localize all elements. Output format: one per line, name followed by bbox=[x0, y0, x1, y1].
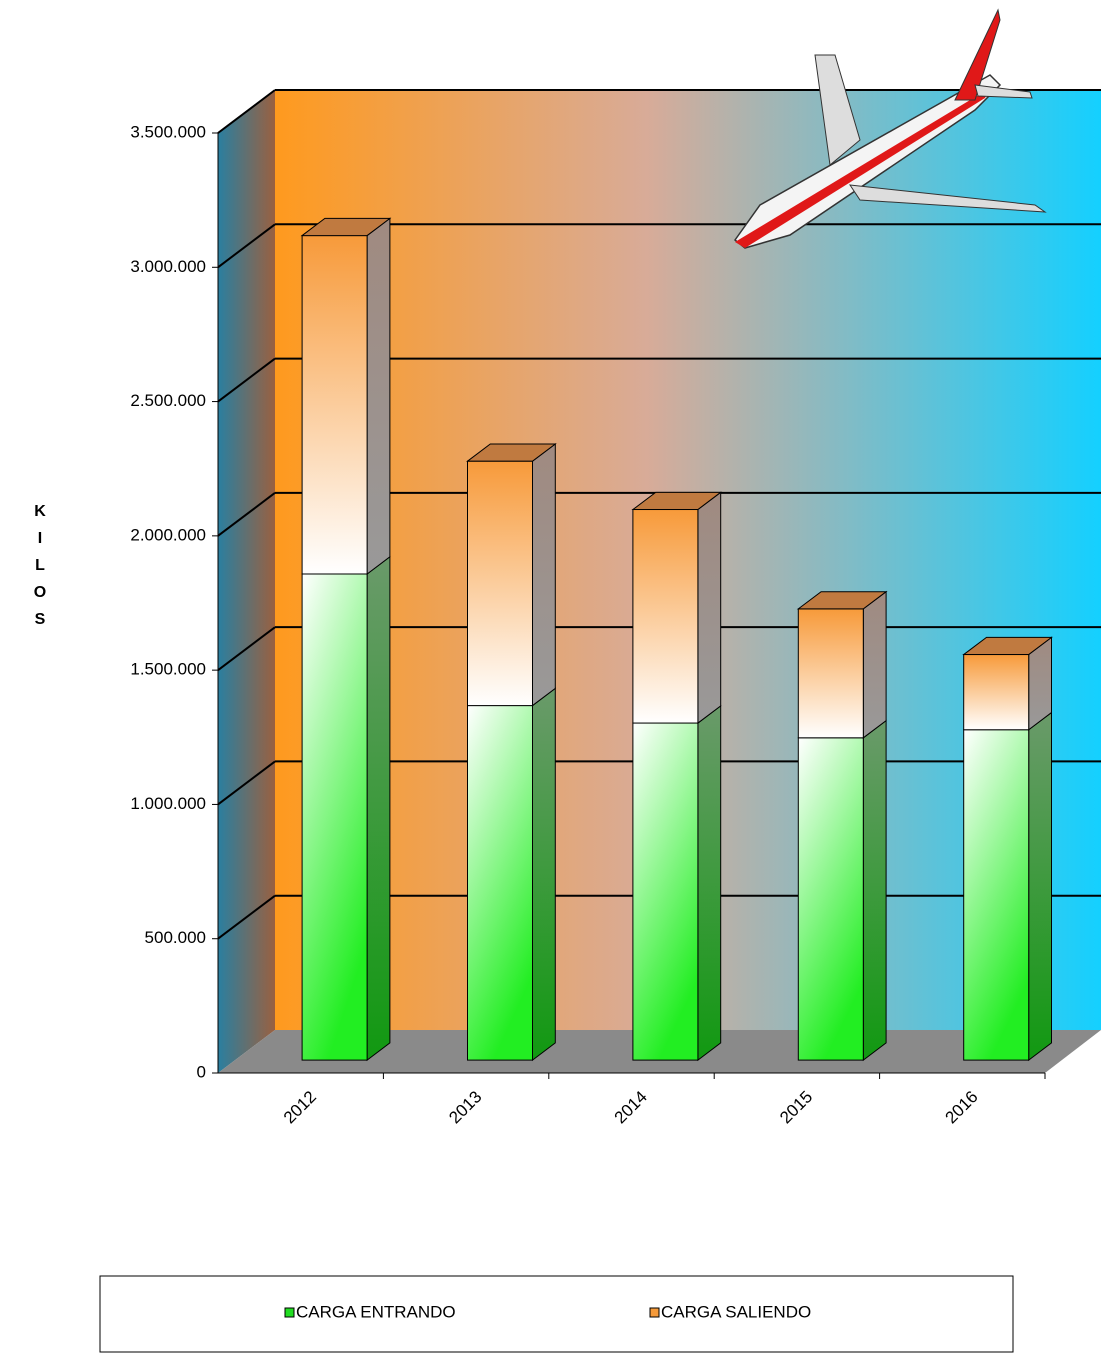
bar-segment bbox=[962, 636, 1053, 731]
bar-side bbox=[366, 217, 391, 575]
bar-side bbox=[862, 590, 887, 739]
y-tick-label: 3.000.000 bbox=[130, 257, 206, 276]
bar-segment bbox=[631, 491, 723, 725]
bar bbox=[797, 608, 864, 739]
legend-swatch bbox=[284, 1307, 295, 1318]
bar-side bbox=[532, 687, 556, 1062]
bar-segment bbox=[300, 217, 392, 575]
bar-side bbox=[366, 555, 391, 1062]
bar-side bbox=[697, 704, 722, 1062]
legend-swatch bbox=[649, 1307, 660, 1318]
grid-line bbox=[217, 492, 276, 537]
bar bbox=[467, 460, 533, 707]
x-tick-label: 2015 bbox=[776, 1087, 816, 1127]
bar-top bbox=[962, 636, 1053, 656]
bar-side bbox=[1028, 711, 1052, 1062]
legend bbox=[99, 1275, 1014, 1353]
y-tick-label: 2.500.000 bbox=[130, 391, 206, 410]
bar-segment bbox=[466, 442, 557, 707]
bar-segment bbox=[301, 555, 391, 1062]
bar-top bbox=[796, 591, 888, 610]
bar-segment bbox=[796, 590, 888, 739]
bar-segment bbox=[797, 719, 887, 1062]
bar bbox=[301, 573, 368, 1061]
airplane bbox=[733, 8, 1047, 249]
bar bbox=[963, 729, 1030, 1061]
x-tick-label: 2012 bbox=[280, 1087, 320, 1127]
grid-line bbox=[217, 89, 276, 134]
bar bbox=[963, 654, 1030, 731]
bar-side bbox=[862, 719, 887, 1062]
legend-entries: CARGA ENTRANDO CARGA SALIENDO bbox=[284, 1302, 811, 1321]
x-tick-label: 2014 bbox=[611, 1087, 651, 1127]
y-tick-label: 1.000.000 bbox=[130, 794, 206, 813]
y-tick-label: 1.500.000 bbox=[130, 660, 206, 679]
bar-segment bbox=[467, 687, 556, 1062]
bar-segment bbox=[963, 711, 1052, 1062]
grid-line bbox=[217, 626, 276, 671]
y-tick-label: 3.500.000 bbox=[130, 122, 206, 141]
bar-top bbox=[466, 443, 557, 462]
x-tick-label: 2013 bbox=[445, 1087, 485, 1127]
bar-top bbox=[631, 491, 723, 511]
bar bbox=[632, 722, 699, 1061]
grid-line bbox=[217, 223, 276, 269]
bar bbox=[301, 235, 368, 575]
grid-line bbox=[217, 894, 276, 940]
x-tick-label: 2016 bbox=[941, 1087, 981, 1127]
y-tick-label: 0 bbox=[197, 1062, 206, 1081]
bar-side bbox=[697, 491, 722, 725]
bar bbox=[797, 737, 864, 1061]
legend-label: CARGA ENTRANDO bbox=[296, 1302, 456, 1321]
y-tick-label: 500.000 bbox=[145, 928, 206, 947]
bars bbox=[300, 217, 1053, 1062]
bar-segment bbox=[632, 704, 722, 1062]
side-wall bbox=[218, 90, 275, 1073]
y-tick-label: 2.000.000 bbox=[130, 525, 206, 544]
bar-side bbox=[532, 442, 556, 707]
bar-top bbox=[300, 217, 392, 237]
legend-label: CARGA SALIENDO bbox=[661, 1302, 811, 1321]
bar bbox=[632, 509, 699, 724]
grid-line bbox=[217, 760, 276, 806]
bar bbox=[467, 705, 533, 1061]
grid-line bbox=[217, 357, 276, 403]
